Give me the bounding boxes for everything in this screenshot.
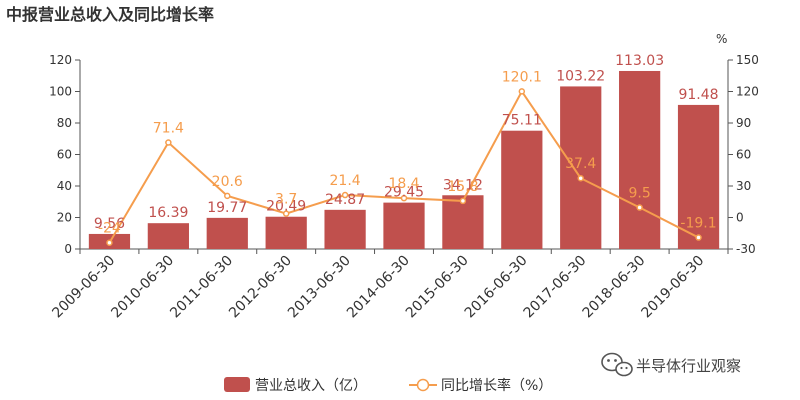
bar (147, 223, 189, 249)
bar (265, 216, 307, 249)
watermark-text: 半导体行业观察 (636, 357, 741, 375)
line-value-label: 3.7 (275, 192, 297, 208)
line-value-label: 21.4 (330, 173, 361, 189)
left-tick-label: 20 (57, 211, 72, 225)
bar (501, 130, 543, 249)
bar (619, 70, 661, 249)
bar (560, 86, 602, 249)
right-tick-label: -30 (736, 242, 756, 256)
bar (677, 104, 720, 249)
right-axis-unit: % (716, 32, 727, 46)
right-tick-label: 90 (736, 116, 751, 130)
bar-value-label: 91.48 (678, 87, 718, 103)
left-tick-label: 100 (49, 85, 72, 99)
legend-line-label: 同比增长率（%） (441, 377, 552, 394)
bar (442, 195, 484, 249)
line-point (165, 139, 172, 146)
line-value-label: 71.4 (153, 121, 184, 137)
line-point (341, 191, 349, 199)
right-tick-label: 30 (736, 179, 751, 193)
line-point (459, 197, 467, 205)
legend-bar-label: 营业总收入（亿） (255, 378, 367, 394)
bar-value-label: 19.77 (207, 200, 247, 216)
bar-series (88, 70, 720, 249)
bar-value-label: 75.11 (502, 113, 542, 129)
bar-value-label: 34.12 (443, 177, 483, 193)
bar-value-label: 16.39 (148, 205, 188, 221)
bar-value-label: 20.49 (266, 199, 306, 215)
right-tick-label: 0 (736, 211, 744, 225)
line-value-label: 20.6 (212, 174, 243, 190)
line-value-label: 9.5 (629, 186, 651, 202)
bar (206, 217, 248, 249)
line-series (106, 88, 702, 246)
right-tick-label: 60 (736, 148, 751, 162)
watermark: 半导体行业观察 (601, 352, 741, 377)
bar-value-label: 24.87 (325, 192, 365, 208)
line-value-label: 37.4 (565, 156, 596, 172)
wechat-icon (601, 352, 633, 377)
left-tick-label: 120 (49, 53, 72, 67)
legend-line-swatch (409, 378, 437, 392)
right-tick-label: 150 (736, 53, 759, 67)
line-value-label: -19.1 (680, 216, 716, 232)
left-tick-label: 40 (57, 179, 72, 193)
data-labels: 9.56 16.39 19.77 20.49 24.87 29.45 34.12 75.11 1… (94, 53, 719, 237)
line-point (224, 192, 231, 200)
bar-value-label: 103.22 (556, 68, 605, 84)
line-point (518, 88, 526, 95)
left-tick-label: 80 (57, 116, 72, 130)
line-point (636, 204, 643, 211)
bar-value-label: 29.45 (384, 185, 424, 201)
bar (324, 209, 366, 249)
line-point (695, 234, 702, 241)
left-tick-label: 60 (57, 148, 72, 162)
line-point (106, 239, 113, 246)
legend-bar-swatch (224, 377, 250, 392)
line-point (282, 210, 290, 217)
legend: 营业总收入（亿） 同比增长率（%） (224, 377, 552, 394)
line-value-label: 18.4 (388, 176, 419, 192)
line-point (577, 174, 584, 182)
bar-value-label: 113.03 (615, 53, 664, 69)
right-tick-label: 120 (736, 85, 759, 99)
line-value-label: 15.8 (447, 179, 478, 195)
line-value-label: 120.1 (502, 69, 542, 85)
left-tick-label: 0 (64, 242, 72, 256)
bar-value-label: 9.56 (94, 216, 125, 232)
x-tick-label: 2019-06-30 (639, 253, 708, 322)
line-point (400, 194, 408, 202)
x-tick-labels: 2009-06-302010-06-302011-06-302012-06-30… (49, 253, 707, 322)
chart-title: 中报营业总收入及同比增长率 (6, 5, 214, 24)
bar (383, 202, 425, 249)
line-value-label: -24 (98, 221, 121, 237)
